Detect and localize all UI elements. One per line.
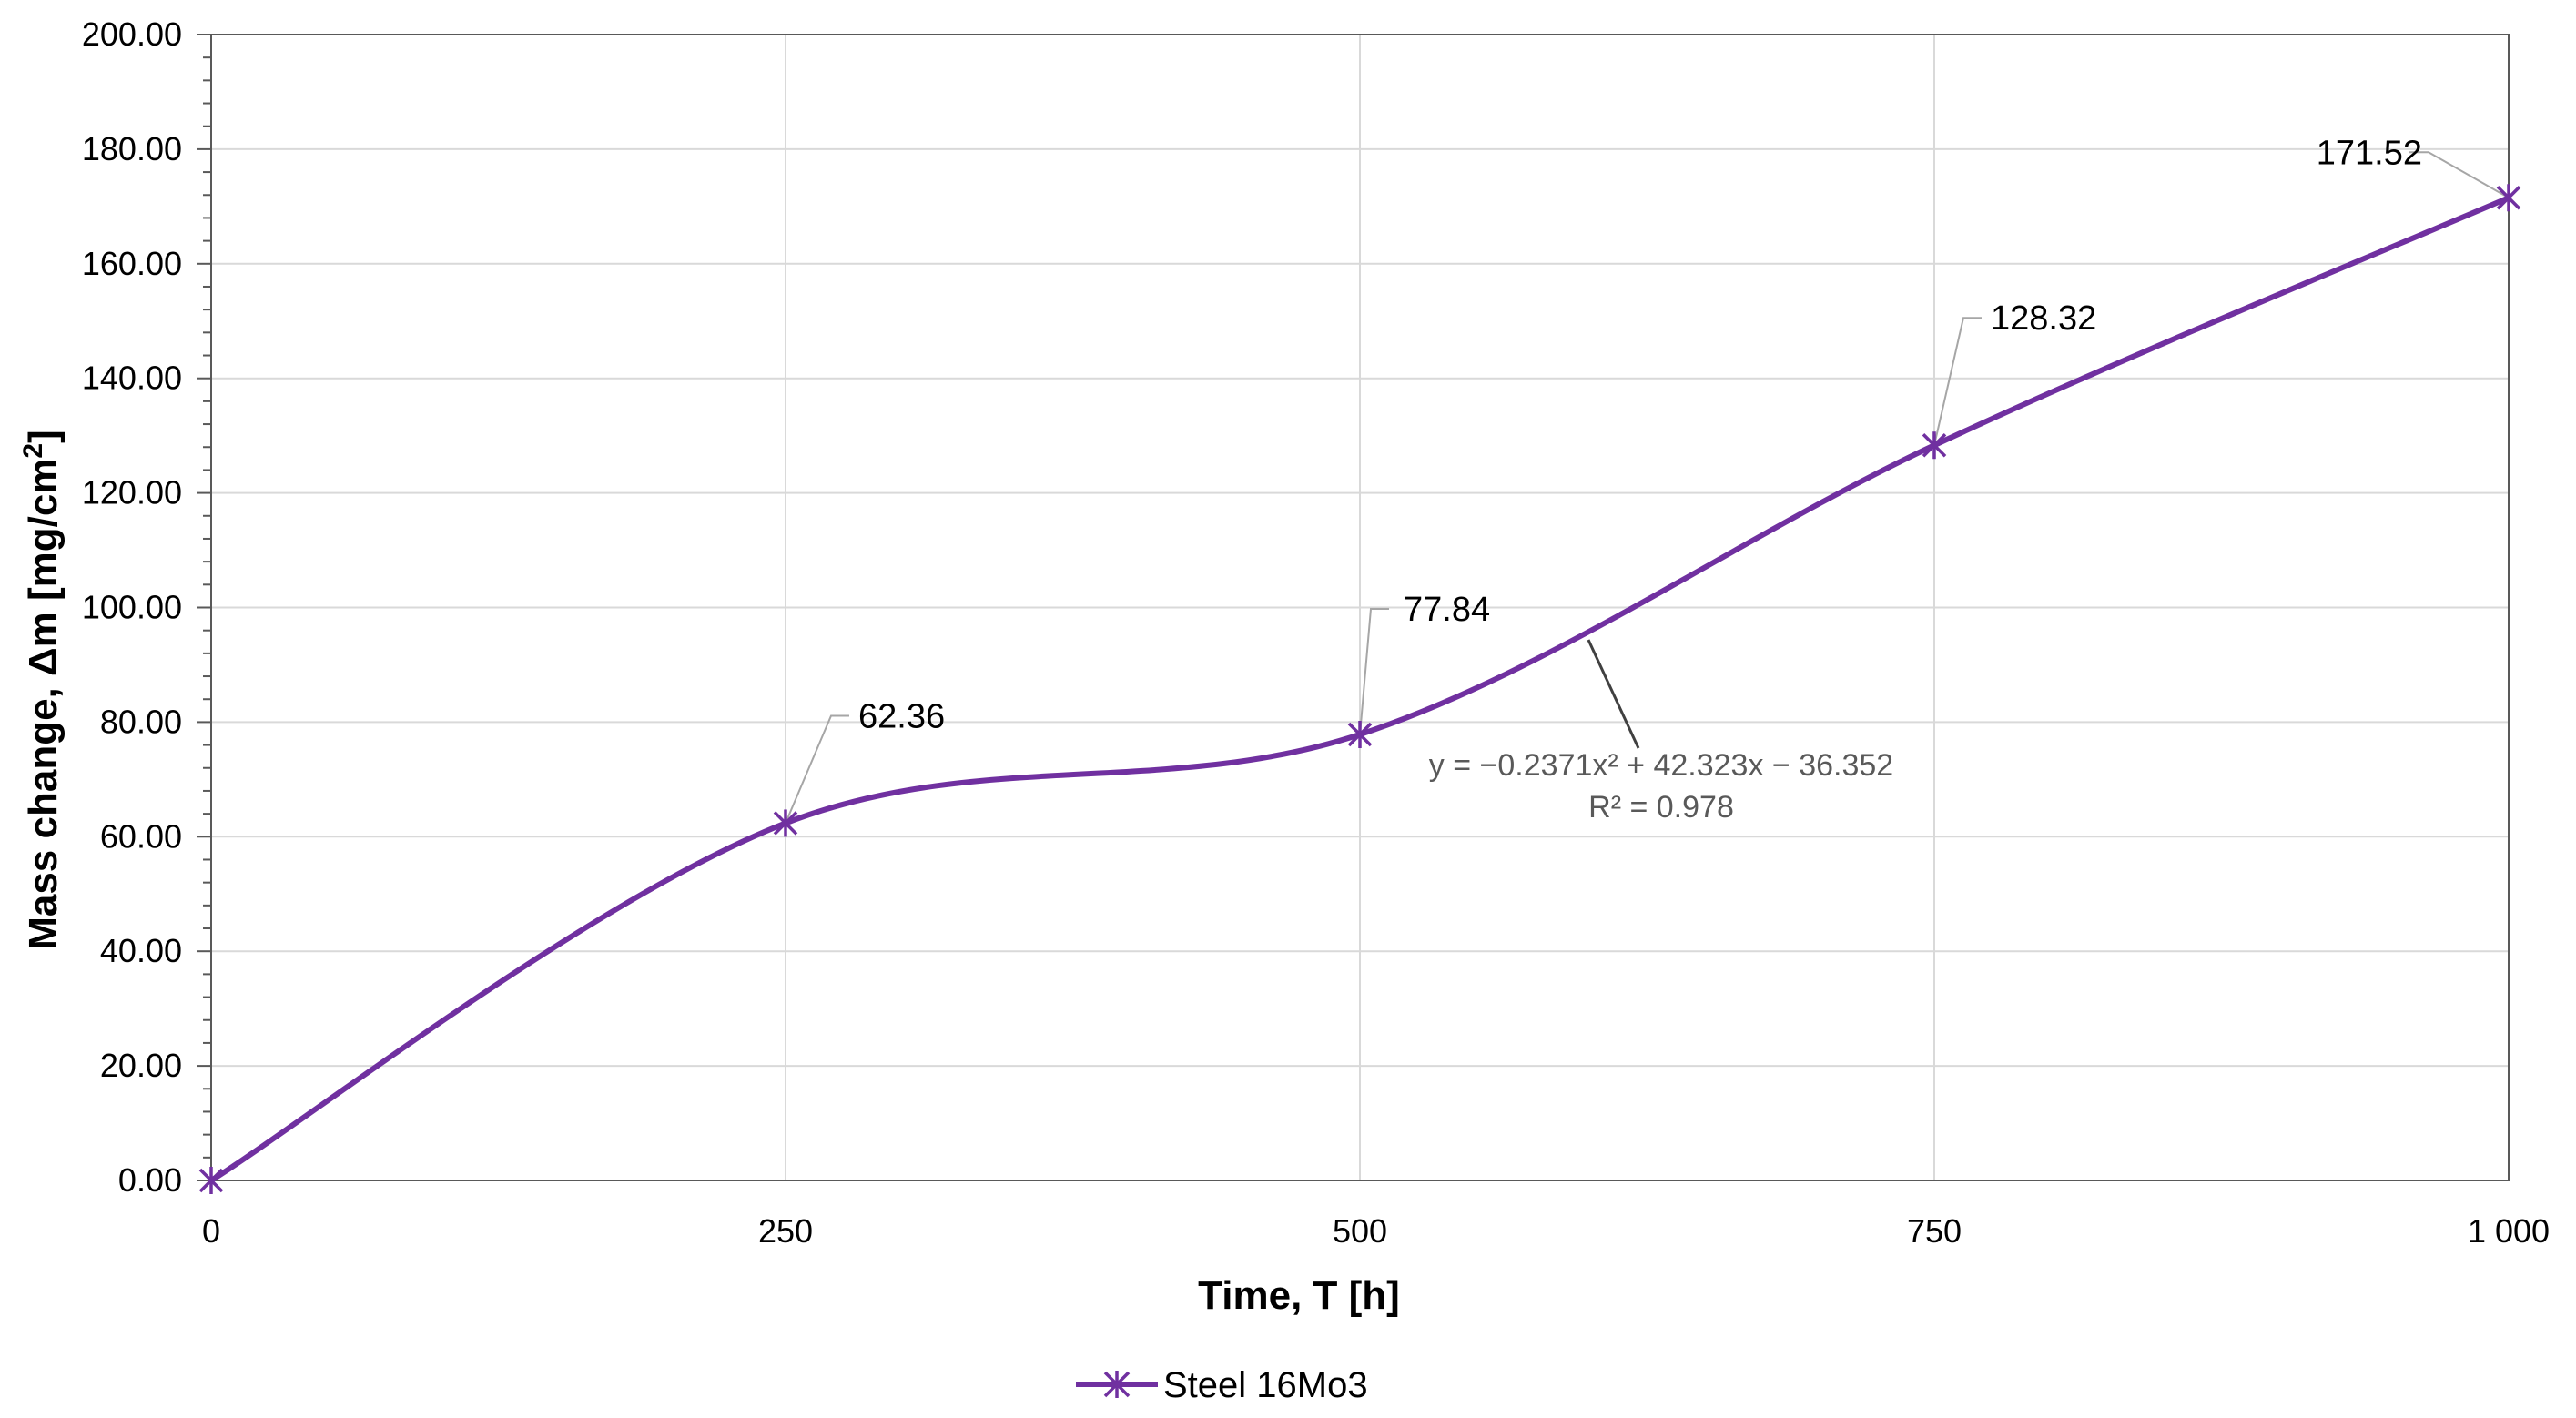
data-label: 128.32 xyxy=(1991,299,2096,338)
data-label: 77.84 xyxy=(1404,591,1490,629)
trendline-r-squared: R² = 0.978 xyxy=(1588,790,1734,825)
y-tick-label: 160.00 xyxy=(82,245,182,282)
y-axis-title: Mass change, Δm [mg/cm2] xyxy=(18,430,66,950)
data-label-leader xyxy=(785,714,849,824)
x-tick-label: 750 xyxy=(1907,1212,1962,1250)
data-label: 62.36 xyxy=(858,697,945,735)
y-tick-label: 60.00 xyxy=(100,817,182,855)
x-tick-label: 500 xyxy=(1333,1212,1387,1250)
y-tick-label: 0.00 xyxy=(118,1161,182,1199)
y-tick-label: 80.00 xyxy=(100,703,182,740)
data-point xyxy=(198,1167,224,1194)
x-tick-labels: 0 250 500 750 1 000 xyxy=(202,1212,2550,1250)
data-label-leader xyxy=(1359,607,1389,735)
axes xyxy=(197,34,2510,1181)
x-tick-label: 1 000 xyxy=(2468,1212,2550,1250)
data-label-leader xyxy=(2409,151,2510,199)
x-tick-label: 250 xyxy=(758,1212,813,1250)
grid xyxy=(211,34,2509,1180)
y-tick-labels: 0.00 20.00 40.00 60.00 80.00 100.00 120.00 140.… xyxy=(82,15,182,1199)
data-point xyxy=(1347,720,1373,748)
y-tick-label: 180.00 xyxy=(82,130,182,167)
legend: Steel 16Mo3 xyxy=(1076,1365,1368,1405)
x-tick-label: 0 xyxy=(202,1212,220,1250)
y-tick-label: 40.00 xyxy=(100,932,182,969)
legend-marker-icon xyxy=(1103,1371,1131,1398)
y-tick-label: 120.00 xyxy=(82,474,182,511)
trendline-equation: y = −0.2371x² + 42.323x − 36.352 xyxy=(1429,748,1893,783)
trendline-label-leader xyxy=(1587,639,1640,749)
data-label-leaders xyxy=(785,151,2510,824)
data-label: 171.52 xyxy=(2317,134,2422,172)
y-tick-label: 140.00 xyxy=(82,360,182,397)
data-point xyxy=(1922,431,1947,460)
y-tick-label: 20.00 xyxy=(100,1047,182,1084)
legend-label: Steel 16Mo3 xyxy=(1163,1365,1368,1405)
series-markers xyxy=(198,184,2521,1194)
y-tick-label: 100.00 xyxy=(82,589,182,626)
data-labels: 62.36 77.84 128.32 171.52 xyxy=(858,134,2422,735)
x-axis-title: Time, T [h] xyxy=(1198,1273,1400,1318)
plot-frame xyxy=(210,34,2510,1181)
data-point xyxy=(773,809,798,837)
data-point xyxy=(2496,184,2521,212)
data-label-leader xyxy=(1933,317,1982,446)
y-tick-label: 200.00 xyxy=(82,15,182,53)
